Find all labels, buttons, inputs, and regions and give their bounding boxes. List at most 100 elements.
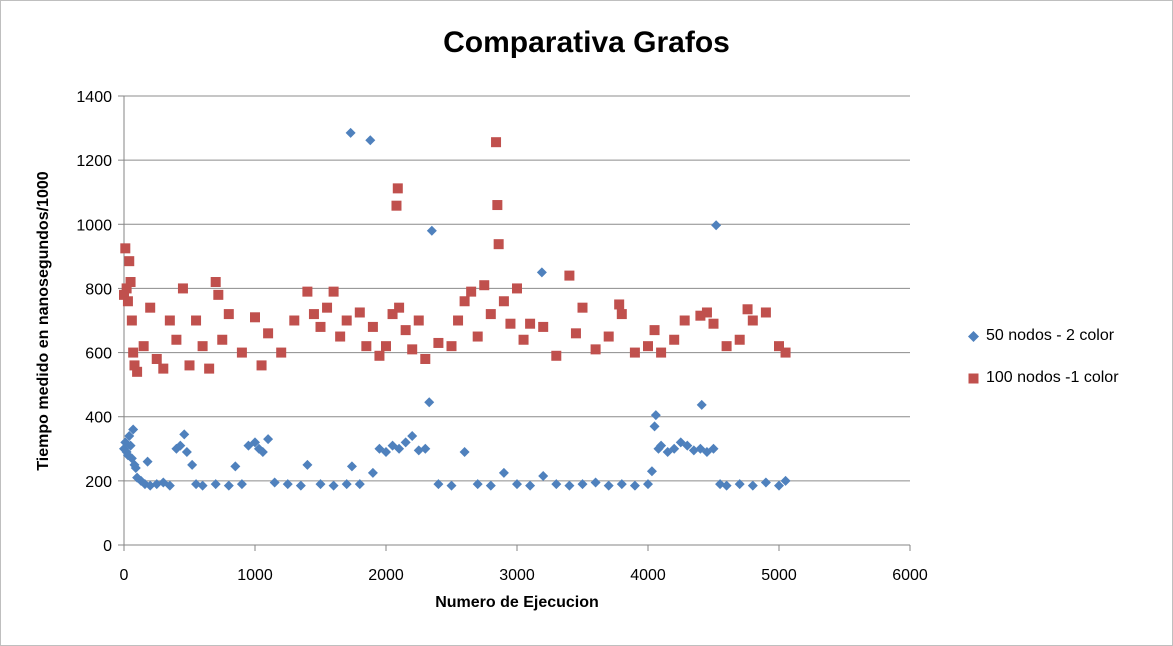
series-1-point <box>164 480 175 491</box>
series-1-point <box>269 477 280 488</box>
series-2-point <box>171 334 182 345</box>
series-1-point <box>459 446 470 457</box>
series-2-point <box>695 310 706 321</box>
series-1-point <box>564 480 575 491</box>
series-2-point <box>407 344 418 355</box>
series-1-point <box>446 480 457 491</box>
series-1-point <box>747 480 758 491</box>
series-2-point <box>236 347 247 358</box>
series-1-point <box>128 424 139 435</box>
y-tick-label: 200 <box>85 474 112 491</box>
series-2-point <box>197 341 208 352</box>
series-2-point <box>328 286 339 297</box>
series-1-point <box>197 480 208 491</box>
y-tick-label: 0 <box>103 538 112 555</box>
x-tick-label: 1000 <box>237 567 273 584</box>
series-2-point <box>656 347 667 358</box>
series-2-point <box>361 341 372 352</box>
series-2-point <box>164 315 175 326</box>
series-2-point <box>204 363 215 374</box>
series-1-point <box>472 479 483 490</box>
series-2-point <box>126 315 137 326</box>
series-1-point <box>130 463 141 474</box>
series-2-point <box>121 283 132 294</box>
series-1-point <box>643 479 653 490</box>
series-1-point <box>512 479 522 490</box>
legend-square-marker <box>968 373 979 384</box>
legend-label-series-2: 100 nodos -1 color <box>986 369 1119 386</box>
series-2-point <box>151 353 162 364</box>
series-2-point <box>256 360 267 371</box>
series-2-point <box>603 331 614 342</box>
series-2-point <box>577 302 588 313</box>
series-2-point <box>512 283 522 294</box>
series-2-point <box>138 341 149 352</box>
series-2-point <box>774 341 784 352</box>
series-1-point <box>780 475 791 486</box>
series-1-point <box>646 466 657 477</box>
series-2-point <box>392 183 403 194</box>
series-1-point <box>302 459 313 470</box>
series-1-point <box>498 467 509 478</box>
y-tick-label: 600 <box>85 346 112 363</box>
series-2-point <box>459 296 470 307</box>
series-2-point <box>128 347 139 358</box>
series-1-point <box>365 135 376 146</box>
x-axis-label: Numero de Ejecucion <box>435 594 599 611</box>
series-2-point <box>177 283 188 294</box>
series-1-point <box>400 437 411 448</box>
series-1-point <box>179 429 190 440</box>
series-1-point <box>577 479 588 490</box>
x-tick-label: 3000 <box>499 567 535 584</box>
series-2-point <box>551 350 562 361</box>
series-2-point <box>374 350 385 361</box>
series-1-point <box>696 399 707 410</box>
series-1-point <box>328 480 339 491</box>
series-2-point <box>263 328 274 339</box>
y-axis-label: Tiempo medido en nanosegundos/1000 <box>35 171 52 471</box>
series-1-point <box>433 479 444 490</box>
series-1-point <box>381 446 391 457</box>
x-tick-label: 2000 <box>368 567 404 584</box>
x-tick-label: 4000 <box>630 567 666 584</box>
series-1-point <box>538 471 549 482</box>
series-2-point <box>649 325 660 336</box>
series-1-point <box>711 220 722 231</box>
series-1-point <box>367 467 378 478</box>
series-2-point <box>643 341 653 352</box>
series-1-point <box>616 479 627 490</box>
series-1-point <box>125 440 136 451</box>
series-2-point <box>747 315 758 326</box>
series-2-point <box>341 315 352 326</box>
chart-title: Comparativa Grafos <box>443 26 730 59</box>
series-2-point <box>742 304 753 315</box>
series-1-point <box>345 127 356 138</box>
series-2-point <box>491 137 502 148</box>
y-tick-label: 800 <box>85 281 112 298</box>
series-2-point <box>570 328 581 339</box>
series-2-point <box>780 347 791 358</box>
series-2-point <box>119 289 129 300</box>
series-1-point <box>649 421 660 432</box>
series-2-point <box>614 299 625 310</box>
series-2-point <box>322 302 333 313</box>
series-1-point <box>295 480 306 491</box>
series-2-point <box>472 331 483 342</box>
series-1-point <box>394 443 405 454</box>
series-2-point <box>564 270 575 281</box>
series-1-point <box>210 479 221 490</box>
series-2-point <box>217 334 228 345</box>
series-1-point <box>774 480 784 491</box>
series-1-point <box>721 480 732 491</box>
series-2-point <box>145 302 156 313</box>
series-2-point <box>132 366 143 377</box>
series-2-point <box>433 337 444 348</box>
series-2-point <box>191 315 202 326</box>
series-2-point <box>505 318 516 329</box>
series-1-point <box>124 430 135 441</box>
series-1-point <box>650 410 661 421</box>
series-2-point <box>498 296 509 307</box>
series-2-point <box>391 200 402 211</box>
series-2-point <box>276 347 287 358</box>
